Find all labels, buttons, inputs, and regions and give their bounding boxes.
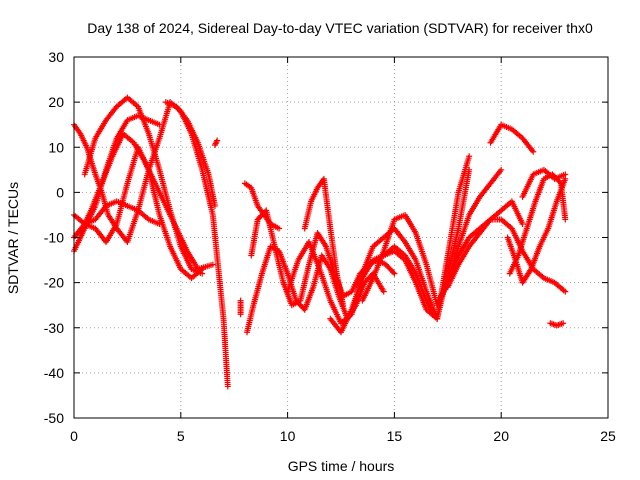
- x-tick-label: 15: [387, 428, 403, 444]
- data-point-marker: [276, 225, 283, 232]
- data-point-marker: [156, 220, 163, 227]
- series-sat-t: [487, 121, 537, 155]
- y-tick-label: -40: [44, 365, 64, 381]
- y-tick-label: 30: [48, 49, 64, 65]
- series-sat-f: [77, 130, 216, 273]
- data-point-marker: [391, 270, 398, 277]
- data-point-marker: [209, 261, 216, 268]
- series-sat-u: [506, 171, 569, 277]
- series-sat-s: [444, 198, 526, 291]
- y-tick-label: 10: [48, 139, 64, 155]
- x-tick-label: 10: [280, 428, 296, 444]
- data-point-marker: [340, 302, 347, 309]
- series-sat-w: [519, 166, 569, 200]
- data-point-marker: [237, 311, 244, 318]
- x-tick-label: 0: [70, 428, 78, 444]
- data-point-marker: [380, 288, 387, 295]
- data-point-marker: [560, 320, 567, 327]
- data-point-marker: [224, 383, 231, 390]
- x-tick-label: 20: [493, 428, 509, 444]
- series-sat-m: [301, 175, 347, 309]
- data-point-marker: [199, 270, 206, 277]
- x-axis-title: GPS time / hours: [288, 458, 395, 474]
- data-point-marker: [530, 148, 537, 155]
- y-tick-label: -30: [44, 320, 64, 336]
- series-sat-v: [504, 175, 569, 286]
- y-tick-label: -50: [44, 410, 64, 426]
- series-sat-d: [71, 198, 163, 227]
- series-sat-n: [284, 225, 441, 327]
- grid: [74, 57, 608, 418]
- data-point-marker: [390, 269, 397, 276]
- y-tick-label: 0: [56, 184, 64, 200]
- series-sat-x: [547, 320, 567, 329]
- data-point-marker: [562, 288, 569, 295]
- data-point-marker: [214, 137, 221, 144]
- y-tick-label: -10: [44, 230, 64, 246]
- data-point-marker: [562, 216, 569, 223]
- y-axis-title: SDTVAR / TECUs: [5, 182, 21, 294]
- series-sat-i: [237, 297, 244, 318]
- data-point-marker: [466, 153, 473, 160]
- chart-title: Day 138 of 2024, Sidereal Day-to-day VTE…: [87, 20, 593, 36]
- data-point-marker: [519, 220, 526, 227]
- axis-ticks: 0 5 10 15 20 25 -50 -40 -30 -20 -10 0 10 20 30: [44, 49, 616, 444]
- y-tick-label: 20: [48, 94, 64, 110]
- data-point-marker: [562, 171, 569, 178]
- series-sat-q: [380, 153, 473, 322]
- data-point-marker: [211, 202, 218, 209]
- data-point-marker: [498, 166, 505, 173]
- y-tick-label: -20: [44, 275, 64, 291]
- series-sat-g: [162, 99, 218, 209]
- x-tick-label: 5: [177, 428, 185, 444]
- series-sat-o: [327, 166, 473, 336]
- series-sat-l: [241, 180, 283, 232]
- series-sat-r: [434, 216, 569, 309]
- data-points: [71, 94, 569, 390]
- x-tick-label: 25: [600, 428, 616, 444]
- series-sat-h: [211, 137, 221, 148]
